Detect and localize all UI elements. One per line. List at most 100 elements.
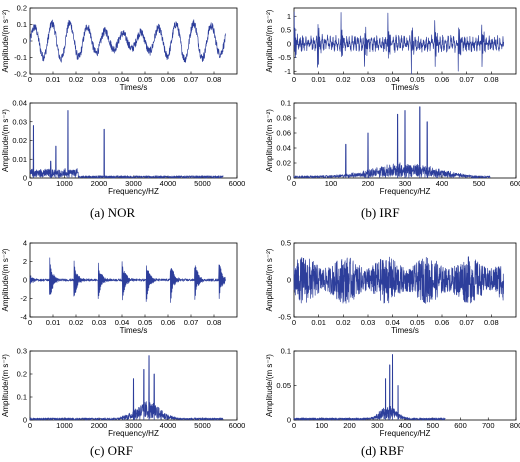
x-tick-label: 0.04 [115,75,130,84]
y-tick-label: 0.03 [12,117,27,126]
x-tick-label: 1000 [56,179,73,188]
x-axis-label: Times/s [120,326,148,335]
panel-d: 0 0.01 0.02 0.03 0.04 0.05 0.06 0.07 0.08-0.500.… [265,239,520,459]
panel-caption-d: (d) RBF [361,443,404,458]
y-tick-label: 0.1 [17,20,27,29]
x-tick-label: 0.02 [69,318,84,327]
x-tick-label: 300 [371,421,384,430]
y-tick-label: 0.02 [12,136,27,145]
x-tick-label: 0.03 [92,318,107,327]
x-tick-label: 0.01 [311,318,326,327]
x-tick-label: 5000 [194,179,211,188]
y-tick-label: 0.01 [12,155,27,164]
y-tick-label: 0 [287,39,291,48]
x-tick-label: 0.07 [184,75,199,84]
x-tick-label: 0.05 [138,75,153,84]
y-axis-label: Amplitude/(m s⁻²) [265,248,274,311]
y-tick-label: 0 [23,276,27,285]
time-plot-c: 0 0.01 0.02 0.03 0.04 0.05 0.06 0.07 0.08 -4 -2 0 2 4… [1,239,238,335]
x-tick-label: 100 [315,421,328,430]
y-axis-label: Amplitude/(m s⁻²) [1,109,10,172]
x-tick-label: 0.01 [311,75,326,84]
x-tick-label: 500 [426,421,439,430]
y-axis-label: Amplitude/(m s⁻²) [265,9,274,72]
spectrum-line [29,355,224,421]
x-tick-label: 6000 [229,179,246,188]
y-tick-label: 0.02 [276,159,291,168]
x-tick-label: 0.08 [484,75,499,84]
y-tick-label: 0 [23,416,27,425]
x-tick-label: 600 [510,179,520,188]
x-tick-label: 0.02 [69,75,84,84]
y-tick-label: -0.5 [278,313,291,322]
y-tick-label: 0.5 [281,239,291,248]
x-tick-label: 0.02 [336,318,351,327]
time-signal-line [293,11,505,75]
y-tick-label: -2 [20,294,27,303]
y-tick-label: 0.1 [281,99,291,108]
x-tick-label: 3000 [125,179,142,188]
freq-plot-d: 0 100 200 300 400 500 600 700 800 0 0.05 0.1 Frequen… [265,347,520,439]
x-axis-label: Frequency/HZ [380,187,431,196]
x-tick-label: 500 [473,179,486,188]
x-tick-label: 0.07 [184,318,199,327]
x-tick-label: 0 [28,179,32,188]
time-plot-a: 0 0.01 0.02 0.03 0.04 0.05 0.06 0.07 0.08 -0.2 -0.… [1,4,238,92]
x-tick-label: 0.08 [207,318,222,327]
x-tick-label: 0.06 [435,318,450,327]
x-tick-label: 0.08 [207,75,222,84]
spectrum-line [293,106,491,179]
x-tick-label: 4000 [160,179,177,188]
x-tick-label: 0.04 [115,318,130,327]
x-axis-label: Times/s [120,83,148,92]
x-tick-label: 0.06 [161,318,176,327]
y-tick-label: -1 [284,67,291,76]
x-tick-label: 0.08 [484,318,499,327]
y-tick-label: 0.3 [17,347,27,356]
time-signal-line [29,19,226,63]
x-tick-label: 200 [362,179,375,188]
x-tick-label: 0.04 [385,318,400,327]
y-axis-label: Amplitude/(m s⁻²) [1,9,10,72]
y-tick-label: -4 [20,313,27,322]
x-tick-label: 0.06 [161,75,176,84]
x-tick-label: 400 [399,421,412,430]
x-axis-label: Frequency/HZ [108,429,159,438]
x-tick-label: 0.03 [361,75,376,84]
x-tick-label: 200 [343,421,356,430]
y-tick-label: 0.06 [276,129,291,138]
y-tick-label: 0 [287,174,291,183]
x-tick-label: 6000 [229,421,246,430]
time-plot-d: 0 0.01 0.02 0.03 0.04 0.05 0.06 0.07 0.08-0.500.… [265,239,517,335]
x-axis-label: Frequency/HZ [380,429,431,438]
y-tick-label: 0.1 [17,393,27,402]
x-tick-label: 0 [28,318,32,327]
y-tick-label: -0.2 [14,70,27,79]
x-tick-label: 0 [28,421,32,430]
y-tick-label: 0.04 [276,144,291,153]
y-tick-label: 0.08 [276,114,291,123]
freq-plot-a: 0 1000 2000 3000 4000 5000 6000 0 0.01 0.02 0.03 0.… [1,99,245,197]
x-tick-label: 0.03 [361,318,376,327]
freq-plot-d-frame [293,350,517,421]
y-tick-label: 0.05 [276,381,291,390]
y-tick-label: 0.2 [17,4,27,13]
freq-plot-c: 0 1000 2000 3000 4000 5000 6000 0 0.1 0.2 0.3 Frequ… [1,347,245,439]
x-tick-label: 1000 [56,421,73,430]
y-tick-label: 0 [23,174,27,183]
x-tick-label: 0.03 [92,75,107,84]
x-tick-label: 0 [292,179,296,188]
x-tick-label: 0.01 [46,318,61,327]
y-axis-label: Amplitude/(m s⁻²) [265,109,274,172]
x-tick-label: 0.05 [138,318,153,327]
panel-caption-c: (c) ORF [90,443,133,458]
x-tick-label: 3000 [125,421,142,430]
x-tick-label: 0.01 [46,75,61,84]
x-tick-label: 300 [399,179,412,188]
x-tick-label: 700 [482,421,495,430]
x-tick-label: 0 [28,75,32,84]
y-tick-label: 0 [287,276,291,285]
x-tick-label: 0 [292,318,296,327]
panel-caption-b: (b) IRF [361,205,400,220]
